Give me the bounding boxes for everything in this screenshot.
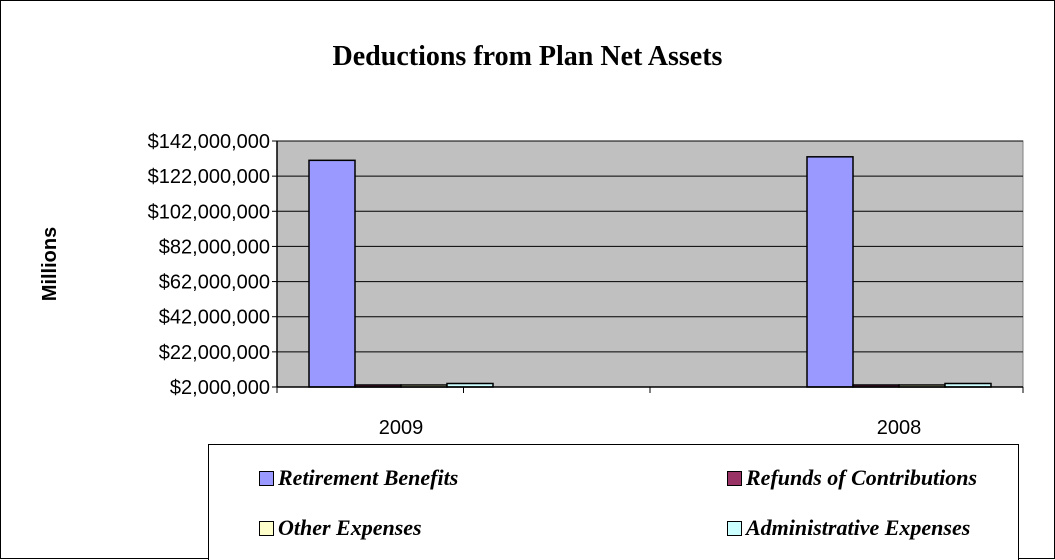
y-tick-label: $42,000,000 [159, 307, 270, 329]
legend: Retirement Benefits Refunds of Contributi… [208, 444, 1019, 560]
legend-item-other-expenses: Other Expenses [259, 515, 422, 541]
legend-swatch [727, 520, 742, 536]
y-tick-label: $82,000,000 [159, 236, 270, 258]
y-tick-label: $2,000,000 [170, 377, 270, 399]
legend-item-administrative-expenses: Administrative Expenses [727, 515, 970, 541]
legend-swatch [727, 470, 742, 486]
y-tick-label: $122,000,000 [148, 166, 270, 188]
legend-swatch [259, 470, 274, 486]
legend-item-retirement-benefits: Retirement Benefits [259, 465, 458, 491]
legend-label: Retirement Benefits [278, 465, 459, 490]
legend-label: Other Expenses [278, 515, 422, 540]
y-tick-label: $62,000,000 [159, 272, 270, 294]
legend-swatch [259, 520, 274, 536]
x-tick-label: 2008 [877, 417, 922, 439]
bar-retirement-benefits-2008 [806, 156, 854, 388]
bar-retirement-benefits-2009 [308, 159, 356, 388]
legend-label: Refunds of Contributions [746, 465, 978, 490]
chart-title: Deductions from Plan Net Assets [332, 41, 723, 72]
legend-item-refunds-of-contributions: Refunds of Contributions [727, 465, 977, 491]
x-tick-label: 2009 [379, 417, 424, 439]
plot-area [276, 140, 1024, 388]
y-axis-label: Millions [39, 227, 61, 301]
y-tick-label: $142,000,000 [148, 131, 270, 153]
y-tick-label: $22,000,000 [159, 342, 270, 364]
chart-plot: $2,000,000 $22,000,000 $42,000,000 $62,000,… [39, 131, 1024, 439]
legend-label: Administrative Expenses [746, 515, 971, 540]
y-tick-label: $102,000,000 [148, 201, 270, 223]
